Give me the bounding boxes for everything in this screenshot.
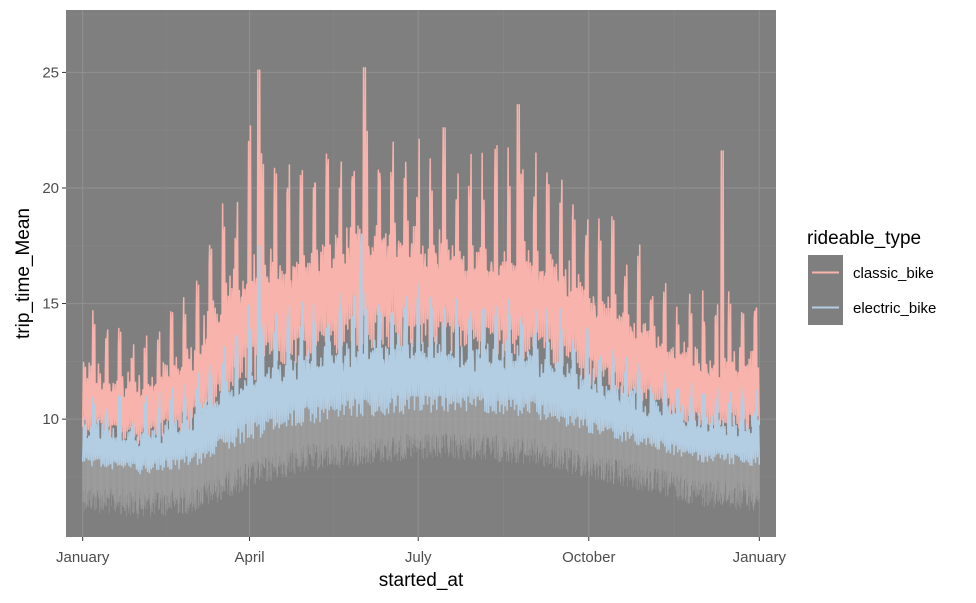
legend: rideable_type classic_bike electric_bike [807,228,936,325]
legend-entry-electric-bike: electric_bike [808,290,936,325]
legend-entry-classic-bike: classic_bike [808,255,934,290]
legend-label-classic-bike: classic_bike [853,265,934,282]
legend-title: rideable_type [807,228,921,249]
series-electric-bike [81,233,761,475]
y-axis-title: trip_time_Mean [13,208,34,339]
legend-label-electric-bike: electric_bike [853,300,936,317]
series-line-electric-bike [81,233,761,475]
x-tick-label: January [56,549,110,566]
y-tick-label: 10 [42,411,59,428]
y-tick-label: 25 [42,64,59,81]
axes: 10 15 20 25 January April July October January [42,64,786,566]
x-tick-label: January [733,549,787,566]
series-layer [81,67,761,519]
series-classic-bike [81,67,761,445]
series-line-classic-bike [81,67,761,445]
y-tick-label: 15 [42,296,59,313]
x-tick-label: April [235,549,265,566]
x-axis-title: started_at [379,570,464,591]
x-tick-label: July [405,549,432,566]
x-tick-label: October [562,549,615,566]
y-tick-label: 20 [42,180,59,197]
